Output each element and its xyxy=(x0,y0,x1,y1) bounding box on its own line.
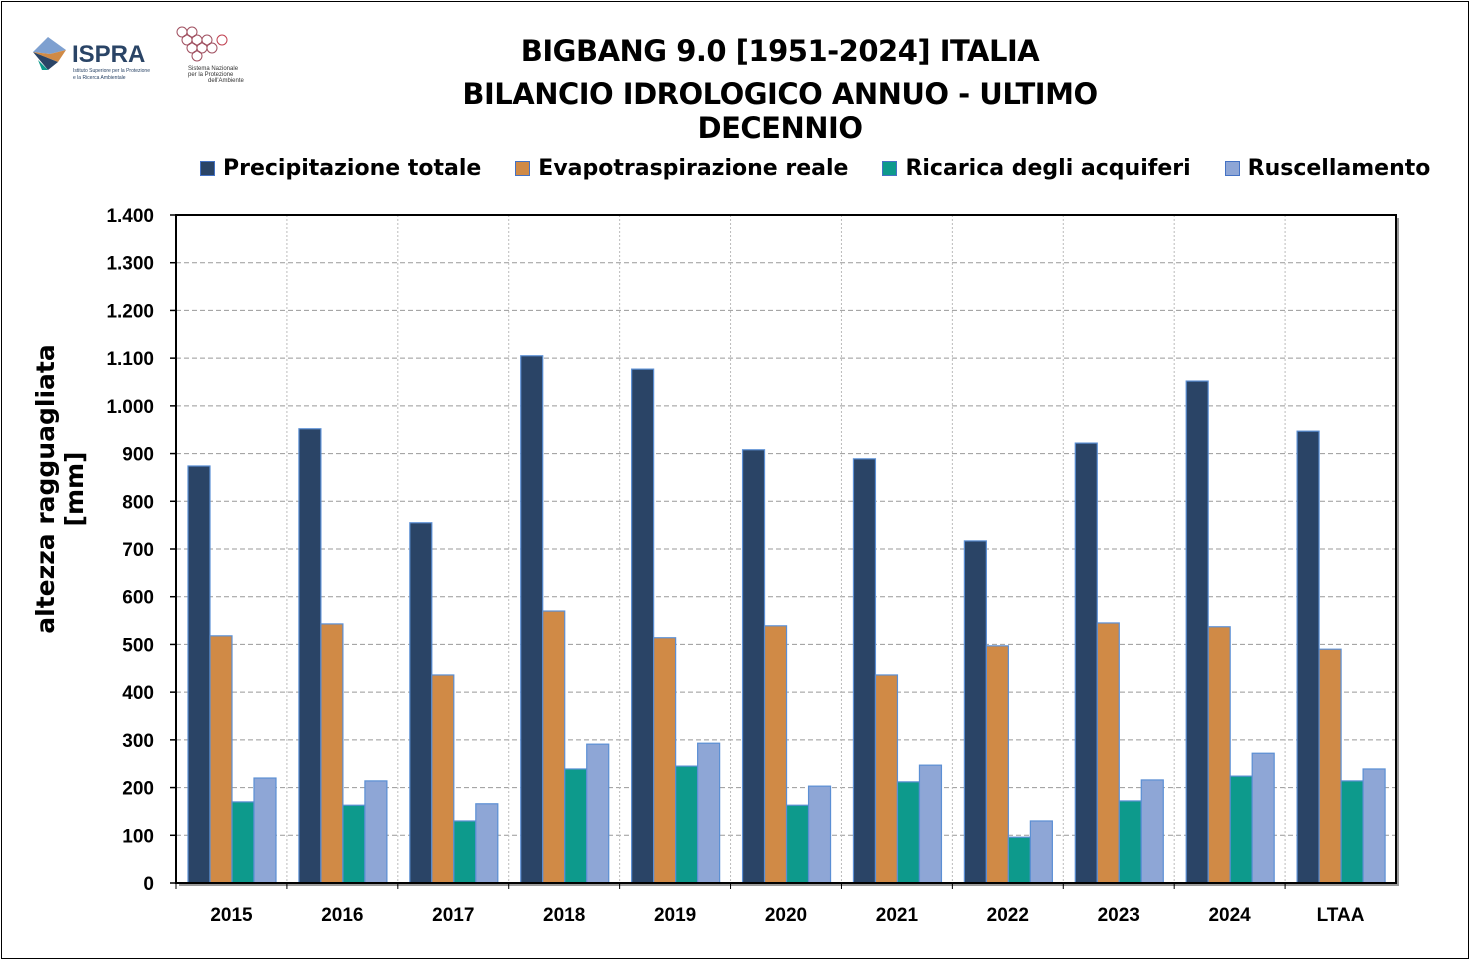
x-tick-label: 2020 xyxy=(765,905,807,926)
y-tick-label: 1.300 xyxy=(106,254,154,275)
bar xyxy=(675,765,699,884)
bar xyxy=(1362,768,1386,884)
y-tick-label: 1.100 xyxy=(106,349,154,370)
svg-text:per la Protezione: per la Protezione xyxy=(188,72,234,78)
x-tick-label: 2022 xyxy=(987,905,1029,926)
bar xyxy=(807,785,832,884)
y-tick-label: 400 xyxy=(122,683,154,704)
svg-text:Istituto Superiore per la Prot: Istituto Superiore per la Protezione xyxy=(73,68,150,74)
bar xyxy=(1251,752,1275,884)
bar xyxy=(852,458,877,884)
bar xyxy=(1185,380,1209,884)
bar xyxy=(1340,780,1364,884)
y-tick-label: 200 xyxy=(122,779,154,800)
ispra-logo: ISPRA Istituto Superiore per la Protezio… xyxy=(33,37,150,81)
svg-text:e la Ricerca Ambientale: e la Ricerca Ambientale xyxy=(73,75,126,81)
ispra-logo-text: ISPRA xyxy=(72,41,145,68)
bar xyxy=(697,742,721,884)
bar xyxy=(785,804,810,884)
legend-label: Ruscellamento xyxy=(1247,156,1431,181)
legend-swatch xyxy=(882,161,898,176)
bar xyxy=(963,540,987,884)
bar xyxy=(209,635,233,884)
bar xyxy=(453,820,477,884)
bar xyxy=(1029,820,1053,884)
y-tick-label: 800 xyxy=(122,492,154,513)
legend-item: Ruscellamento xyxy=(1224,156,1431,181)
bar xyxy=(1140,779,1164,884)
x-tick-label: 2018 xyxy=(543,905,585,926)
bar xyxy=(586,743,610,884)
legend: Precipitazione totale Evapotraspirazione … xyxy=(200,156,1464,181)
y-tick-label: 1.400 xyxy=(106,206,154,227)
x-tick-label: 2021 xyxy=(876,905,919,926)
y-tick-label: 600 xyxy=(122,588,154,609)
legend-label: Ricarica degli acquiferi xyxy=(905,156,1191,181)
y-tick-label: 100 xyxy=(122,826,154,847)
bar xyxy=(1118,800,1142,884)
svg-text:dell'Ambiente: dell'Ambiente xyxy=(208,78,244,84)
bar xyxy=(231,801,255,884)
bar xyxy=(431,674,455,884)
bar xyxy=(631,368,655,884)
y-tick-label: 1.200 xyxy=(106,301,154,322)
bar xyxy=(520,355,544,884)
legend-label: Evapotraspirazione reale xyxy=(538,156,849,181)
y-tick-label: 1.000 xyxy=(106,397,154,418)
bar xyxy=(564,768,588,884)
x-tick-label: 2016 xyxy=(321,905,363,926)
bar xyxy=(874,674,899,884)
x-tick-label: 2019 xyxy=(654,905,696,926)
snpa-logo: Sistema Nazionale per la Protezione dell… xyxy=(176,26,244,84)
bar xyxy=(1074,442,1098,884)
bar xyxy=(298,428,322,884)
legend-item: Ricarica degli acquiferi xyxy=(882,156,1191,181)
legend-label: Precipitazione totale xyxy=(223,156,482,181)
x-tick-label: 2023 xyxy=(1098,905,1140,926)
bar xyxy=(896,781,921,884)
bar xyxy=(1096,622,1120,884)
bar xyxy=(1229,775,1253,884)
bar xyxy=(542,610,566,884)
x-tick-label: 2015 xyxy=(210,905,253,926)
legend-item: Evapotraspirazione reale xyxy=(515,156,848,181)
bar xyxy=(1296,430,1320,884)
bar xyxy=(918,764,943,884)
bar xyxy=(763,625,788,884)
bar xyxy=(1207,626,1231,884)
bar xyxy=(1318,648,1342,884)
bar xyxy=(364,780,388,884)
y-tick-label: 300 xyxy=(122,731,154,752)
y-tick-label: 500 xyxy=(122,635,154,656)
legend-swatch xyxy=(515,161,531,176)
x-tick-label: 2024 xyxy=(1208,905,1251,926)
bar xyxy=(653,637,677,884)
legend-swatch xyxy=(1224,161,1240,176)
bar xyxy=(409,522,433,884)
bar xyxy=(741,449,766,884)
chart-subtitle: BILANCIO IDROLOGICO ANNUO - ULTIMO DECEN… xyxy=(462,77,1098,145)
bar xyxy=(475,803,499,884)
bar xyxy=(985,645,1009,884)
legend-swatch xyxy=(200,161,215,176)
svg-text:Sistema Nazionale: Sistema Nazionale xyxy=(188,66,239,72)
legend-item: Precipitazione totale xyxy=(200,156,481,181)
x-tick-label: 2017 xyxy=(432,905,474,926)
bar xyxy=(253,777,277,884)
bar xyxy=(320,623,344,884)
bar xyxy=(1007,836,1031,884)
x-tick-label: LTAA xyxy=(1317,905,1365,926)
bar xyxy=(187,465,211,884)
plot-border xyxy=(175,214,1397,884)
y-tick-label: 900 xyxy=(122,445,154,466)
y-tick-label: 700 xyxy=(122,540,154,561)
chart-title: BIGBANG 9.0 [1951-2024] ITALIA xyxy=(520,34,1040,68)
y-tick-label: 0 xyxy=(143,874,154,895)
bar xyxy=(342,804,366,884)
